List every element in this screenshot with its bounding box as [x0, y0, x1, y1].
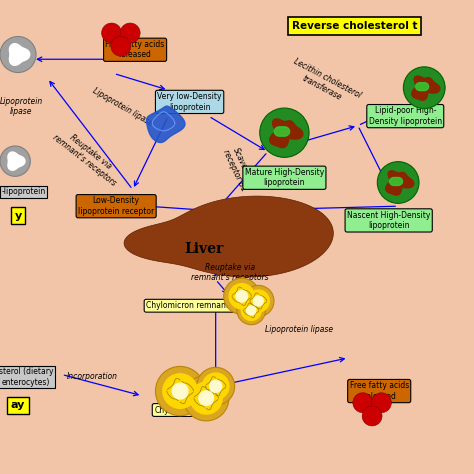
Circle shape [199, 391, 213, 405]
Circle shape [372, 393, 392, 413]
Circle shape [229, 283, 255, 309]
Text: Chylomicrons: Chylomicrons [154, 406, 206, 414]
Polygon shape [386, 171, 414, 195]
Circle shape [120, 23, 140, 43]
Text: Reuptake via
remnant's receptors: Reuptake via remnant's receptors [51, 125, 124, 188]
Text: Low-Density
lipoprotein receptor: Low-Density lipoprotein receptor [78, 197, 154, 216]
Circle shape [190, 382, 222, 414]
Polygon shape [416, 82, 428, 91]
Circle shape [237, 296, 265, 325]
Circle shape [155, 366, 205, 416]
Polygon shape [270, 119, 303, 147]
Circle shape [362, 406, 382, 426]
Polygon shape [146, 106, 185, 143]
Polygon shape [9, 44, 30, 65]
Text: Incorporation: Incorporation [67, 373, 118, 381]
Circle shape [163, 374, 197, 408]
Circle shape [101, 23, 121, 43]
Text: Mature High-Density
lipoprotein: Mature High-Density lipoprotein [245, 168, 324, 187]
Text: Free fatty acids
released: Free fatty acids released [350, 382, 409, 401]
Circle shape [247, 290, 269, 312]
Text: Lecithin cholesterol
transferase: Lecithin cholesterol transferase [287, 57, 362, 109]
Text: Reuptake via
remnant's receptors: Reuptake via remnant's receptors [191, 263, 269, 282]
Text: Nascent High-Density
lipoprotein: Nascent High-Density lipoprotein [347, 211, 430, 230]
Text: Scavenger
receptor B1: Scavenger receptor B1 [221, 144, 258, 193]
Polygon shape [390, 177, 402, 185]
Text: Lipoprotein lipase: Lipoprotein lipase [91, 86, 155, 128]
Polygon shape [124, 196, 333, 277]
Polygon shape [8, 152, 25, 170]
Polygon shape [412, 76, 440, 100]
Text: Chylomicron remnants: Chylomicron remnants [146, 301, 233, 310]
Text: Lipid-poor High-
Density lipoprotein: Lipid-poor High- Density lipoprotein [369, 107, 442, 126]
Circle shape [183, 375, 229, 421]
Circle shape [202, 373, 229, 400]
Text: Free fatty acids
released: Free fatty acids released [105, 40, 164, 59]
Circle shape [210, 380, 222, 392]
Text: sterol (dietary
enterocytes): sterol (dietary enterocytes) [0, 367, 53, 386]
Circle shape [260, 108, 309, 157]
Circle shape [353, 393, 373, 413]
Circle shape [111, 36, 131, 56]
Circle shape [197, 367, 235, 405]
Circle shape [241, 301, 261, 320]
Text: y: y [14, 210, 22, 221]
Circle shape [253, 296, 264, 306]
Text: -lipoprotein: -lipoprotein [1, 188, 46, 196]
Circle shape [246, 306, 256, 315]
Circle shape [0, 36, 36, 73]
Text: Very low-Density
lipoprotein: Very low-Density lipoprotein [157, 92, 222, 111]
Polygon shape [274, 127, 290, 136]
Circle shape [243, 285, 274, 317]
Circle shape [172, 383, 188, 399]
Text: Liver: Liver [184, 242, 223, 256]
Text: Lipoprotein lipase: Lipoprotein lipase [264, 325, 333, 334]
Text: Lipoprotein
lipase: Lipoprotein lipase [0, 97, 43, 116]
Text: ay: ay [11, 400, 25, 410]
Text: Reverse cholesterol t: Reverse cholesterol t [292, 21, 417, 31]
Circle shape [403, 67, 445, 109]
Circle shape [0, 146, 30, 176]
Circle shape [236, 291, 247, 302]
Circle shape [377, 162, 419, 203]
Circle shape [224, 278, 260, 314]
